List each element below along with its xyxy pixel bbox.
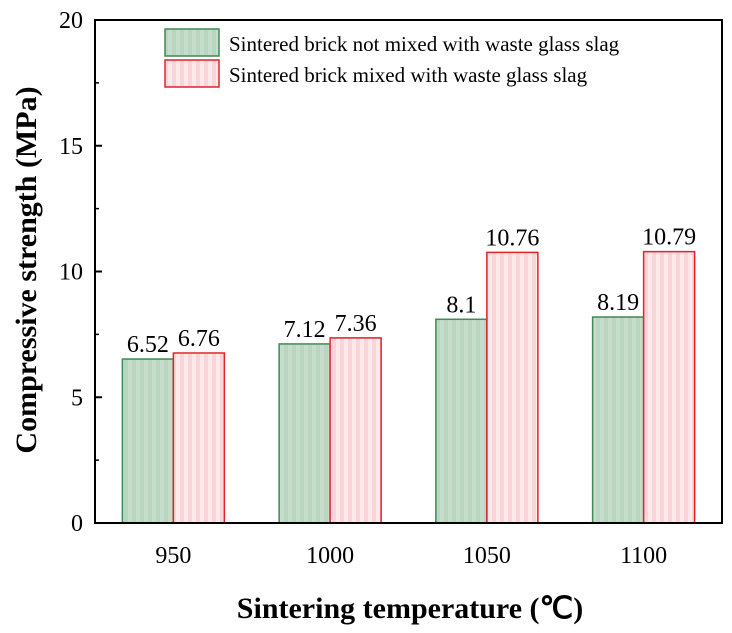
data-labels-group: 6.52 6.76 7.12 7.36 8.1 10.76 8.19 10.79 [127, 225, 696, 358]
legend-swatch-not-mixed [164, 28, 220, 57]
x-axis-title: Sintering temperature (℃) [237, 592, 583, 625]
bar-mixed-950 [172, 352, 226, 524]
x-axis: 950 1000 1050 1100 [155, 543, 667, 569]
legend: Sintered brick not mixed with waste glas… [164, 28, 620, 88]
data-label-not-mixed-1000: 7.12 [284, 317, 326, 343]
bar-not-mixed-1100 [591, 316, 645, 524]
data-label-not-mixed-950: 6.52 [127, 332, 169, 358]
y-tick-label: 15 [59, 134, 83, 160]
x-tick-label: 1100 [620, 543, 667, 569]
y-tick-label: 20 [59, 8, 83, 34]
y-axis: 0 5 10 15 20 [59, 8, 102, 537]
data-label-mixed-950: 6.76 [178, 326, 220, 352]
y-tick-label: 10 [59, 260, 83, 286]
y-tick-label: 0 [71, 511, 83, 537]
data-label-mixed-1000: 7.36 [335, 311, 377, 337]
bar-mixed-1100 [642, 250, 696, 524]
x-tick-label: 1050 [463, 543, 511, 569]
legend-label-not-mixed: Sintered brick not mixed with waste glas… [229, 32, 620, 56]
x-tick-label: 950 [155, 543, 191, 569]
y-axis-title: Compressive strength (MPa) [10, 86, 43, 453]
y-tick-label: 5 [71, 385, 83, 411]
data-label-not-mixed-1050: 8.1 [446, 292, 476, 318]
bar-not-mixed-1000 [278, 343, 331, 524]
x-tick-label: 1000 [306, 543, 354, 569]
bar-mixed-1000 [329, 337, 382, 524]
data-label-not-mixed-1100: 8.19 [597, 290, 639, 316]
bars-group [121, 250, 696, 524]
bar-not-mixed-1050 [435, 318, 488, 524]
bar-not-mixed-950 [121, 358, 175, 524]
bar-mixed-1050 [486, 251, 539, 524]
legend-label-mixed: Sintered brick mixed with waste glass sl… [229, 63, 588, 87]
legend-swatch-mixed [164, 59, 220, 88]
data-label-mixed-1100: 10.79 [642, 225, 696, 251]
data-label-mixed-1050: 10.76 [485, 225, 539, 251]
